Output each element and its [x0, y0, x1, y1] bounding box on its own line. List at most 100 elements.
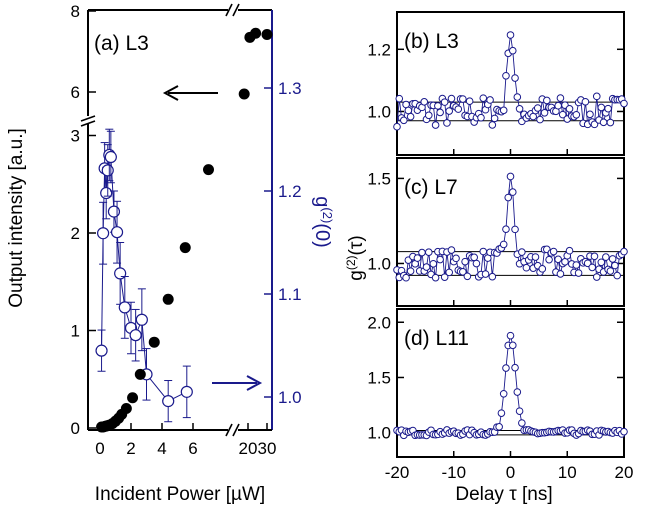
data-point [536, 115, 544, 124]
panel-a-ticks: 0 1 2 3 6 8 1.0 1.1 1.2 1.3 0 2 4 6 20 30 [71, 2, 302, 458]
data-point [502, 225, 510, 233]
data-point [538, 265, 547, 273]
data-point [440, 273, 449, 281]
data-point [508, 341, 517, 350]
x-tick-label: 6 [188, 439, 197, 458]
g2-point [114, 267, 127, 280]
g2-point [104, 150, 117, 164]
data-point [554, 255, 562, 264]
y-tick-label: 0 [71, 419, 80, 438]
g2-tau-axis-title: g(2)(τ) [344, 235, 367, 280]
x-tick-label: -10 [441, 463, 466, 482]
left-pointing-arrow [162, 85, 218, 101]
data-point [470, 253, 478, 262]
data-point [465, 97, 474, 106]
data-point [454, 105, 463, 113]
data-point [558, 110, 567, 119]
g2-point [118, 301, 131, 314]
data-point [606, 118, 615, 127]
data-point [513, 388, 522, 396]
g2-point [135, 313, 148, 326]
data-point [431, 273, 440, 282]
y2-tick-label: 1.0 [278, 388, 302, 407]
data-point [488, 121, 497, 129]
data-point [434, 102, 442, 110]
data-point [588, 263, 597, 272]
data-point [406, 267, 415, 275]
data-point [486, 96, 494, 104]
x-tick-label: 20 [239, 439, 258, 458]
data-point [590, 120, 599, 129]
data-point [545, 255, 553, 264]
data-point [436, 255, 444, 264]
data-point [508, 188, 517, 196]
x-tick-label: 0 [506, 463, 515, 482]
intensity-point [238, 88, 250, 100]
data-point [522, 263, 531, 272]
intensity-point [179, 242, 191, 254]
y-tick-label: 3 [71, 127, 80, 146]
data-point [463, 272, 472, 281]
data-point [461, 257, 469, 266]
data-point [572, 110, 581, 119]
y-axis-break [80, 115, 96, 127]
data-point [515, 407, 524, 415]
data-point [599, 118, 608, 127]
y-tick-label: 6 [71, 83, 80, 102]
panel-label: (c) L7 [404, 176, 458, 199]
data-point [606, 267, 615, 275]
intensity-point [250, 27, 262, 39]
data-point [499, 240, 508, 249]
y-tick-label: 1 [71, 322, 80, 341]
data-point [499, 389, 508, 398]
intensity-point [120, 403, 132, 414]
data-point [506, 31, 515, 39]
data-point [543, 96, 551, 105]
data-point [443, 119, 451, 127]
intensity-point [127, 392, 139, 404]
y2-tick-label: 1.2 [278, 182, 302, 201]
data-point [556, 270, 565, 278]
data-point [583, 259, 592, 268]
data-point [424, 248, 433, 257]
panel-c: 1.0 1.5 (c) L7 [367, 157, 628, 307]
data-point [581, 97, 590, 106]
data-point [422, 263, 431, 271]
y2-axis-title: g(2)(0) [311, 196, 335, 247]
data-point [574, 269, 583, 277]
data-point [400, 116, 408, 125]
data-point [533, 104, 542, 112]
data-point [604, 104, 612, 113]
y-tick-label: 1.5 [367, 169, 391, 188]
data-point [592, 273, 601, 281]
data-point [479, 247, 488, 256]
data-point [565, 105, 574, 113]
data-point [477, 113, 485, 122]
data-point [499, 106, 508, 115]
panel-label: (b) L3 [404, 30, 459, 53]
data-point [424, 111, 433, 120]
data-point [620, 247, 628, 256]
x-tick-label: 20 [615, 463, 634, 482]
y-axis-title: Output intensity [a.u.] [6, 128, 27, 308]
x-tick-label: -20 [385, 463, 410, 482]
intensity-point [134, 368, 146, 380]
data-point [459, 267, 467, 276]
g2-point [95, 344, 108, 357]
data-point [572, 261, 581, 269]
data-point [497, 409, 506, 417]
data-point [495, 423, 503, 431]
right-pointing-arrow [212, 375, 263, 391]
x-tick-label: 4 [157, 439, 166, 458]
data-point [556, 94, 565, 102]
data-point [608, 255, 617, 263]
data-point [481, 270, 490, 278]
delay-axis-title: Delay τ [ns] [455, 484, 552, 505]
x-tick-label: 30 [258, 439, 277, 458]
y-tick-label: 1.0 [367, 102, 391, 121]
data-point [511, 225, 519, 234]
g2-point [107, 205, 121, 218]
y-tick-label: 1.2 [367, 40, 391, 59]
data-point [531, 253, 540, 261]
